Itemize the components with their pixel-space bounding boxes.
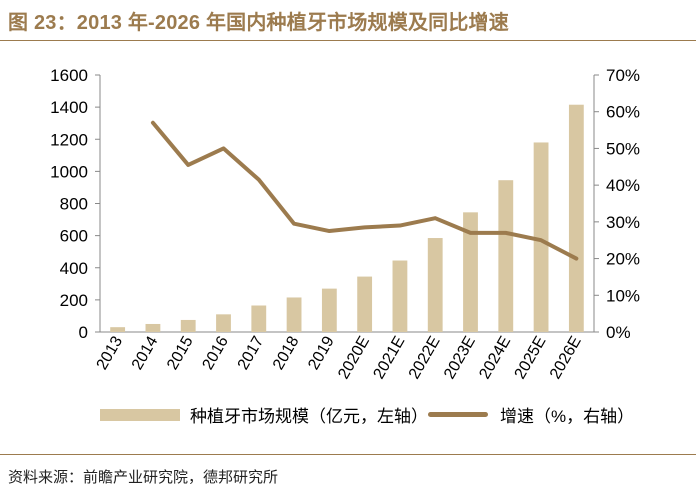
growth-point (470, 232, 471, 234)
x-tick-label: 2020E (335, 334, 373, 383)
growth-point (293, 223, 295, 225)
bar (251, 305, 267, 332)
left-tick-label: 1200 (50, 130, 88, 149)
growth-point (540, 239, 542, 241)
bar (286, 297, 302, 332)
legend-line-swatch (428, 412, 488, 417)
right-tick-label: 40% (606, 176, 640, 195)
combo-chart: 0 200 400 600 800 1000 1200 1400 1600 0% 10% 20% 30%… (50, 66, 640, 383)
x-tick-label: 2016 (199, 333, 232, 372)
legend-item-bar: 种植牙市场规模（亿元，左轴） (100, 402, 428, 427)
x-tick-label: 2014 (129, 333, 162, 372)
bar (321, 288, 337, 332)
x-tick-label: 2026E (547, 334, 585, 383)
left-tick-label: 200 (60, 291, 88, 310)
legend-bar-label: 种植牙市场规模（亿元，左轴） (190, 407, 428, 426)
right-tick-label: 60% (606, 103, 640, 122)
right-tick-label: 20% (606, 250, 640, 269)
x-tick-label: 2013 (94, 333, 127, 372)
growth-point (328, 230, 330, 232)
growth-point (152, 122, 154, 124)
growth-point (258, 179, 260, 181)
left-tick-label: 1400 (50, 98, 88, 117)
bar (216, 314, 231, 332)
left-tick-label: 1000 (50, 162, 88, 181)
bar (110, 327, 126, 332)
left-tick-label: 1600 (50, 66, 88, 85)
legend-bar-swatch (100, 408, 180, 421)
right-tick-label: 10% (606, 286, 640, 305)
x-tick-label: 2022E (406, 334, 444, 383)
footer-divider (0, 454, 696, 455)
x-tick-label: 2017 (235, 333, 268, 372)
legend-item-line: 增速（%，右轴） (428, 402, 634, 427)
left-tick-label: 400 (60, 259, 88, 278)
right-tick-label: 0% (606, 323, 631, 342)
x-tick-label: 2021E (371, 334, 409, 383)
right-tick-label: 30% (606, 213, 640, 232)
x-tick-label: 2018 (270, 333, 303, 372)
left-tick-label: 800 (60, 195, 88, 214)
growth-point (364, 226, 366, 228)
growth-point (223, 147, 224, 149)
bar (463, 212, 478, 332)
bar (180, 319, 196, 332)
bar (427, 238, 443, 332)
bar (145, 323, 161, 332)
growth-point (187, 164, 189, 166)
bar (357, 276, 373, 332)
title-divider (0, 40, 696, 41)
bar (533, 142, 549, 332)
bar (392, 260, 408, 332)
bar (498, 180, 514, 332)
right-tick-label: 50% (606, 139, 640, 158)
x-tick-label: 2015 (164, 333, 197, 372)
right-tick-label: 70% (606, 66, 640, 85)
legend-line-label: 增速（%，右轴） (500, 407, 635, 426)
left-tick-label: 600 (60, 227, 88, 246)
growth-point (505, 232, 507, 234)
x-tick-label: 2025E (512, 334, 550, 383)
growth-point (399, 225, 401, 227)
bar (568, 104, 584, 332)
growth-point (434, 217, 436, 219)
x-tick-label: 2024E (476, 334, 514, 383)
x-tick-label: 2023E (441, 334, 479, 383)
legend: 种植牙市场规模（亿元，左轴） 增速（%，右轴） (0, 402, 696, 430)
x-tick-label: 2019 (305, 333, 338, 372)
left-tick-label: 0 (79, 323, 88, 342)
source-note: 资料来源：前瞻产业研究院，德邦研究所 (8, 469, 279, 486)
growth-point (575, 258, 577, 260)
chart-title: 图 23：2013 年-2026 年国内种植牙市场规模及同比增速 (8, 12, 509, 34)
